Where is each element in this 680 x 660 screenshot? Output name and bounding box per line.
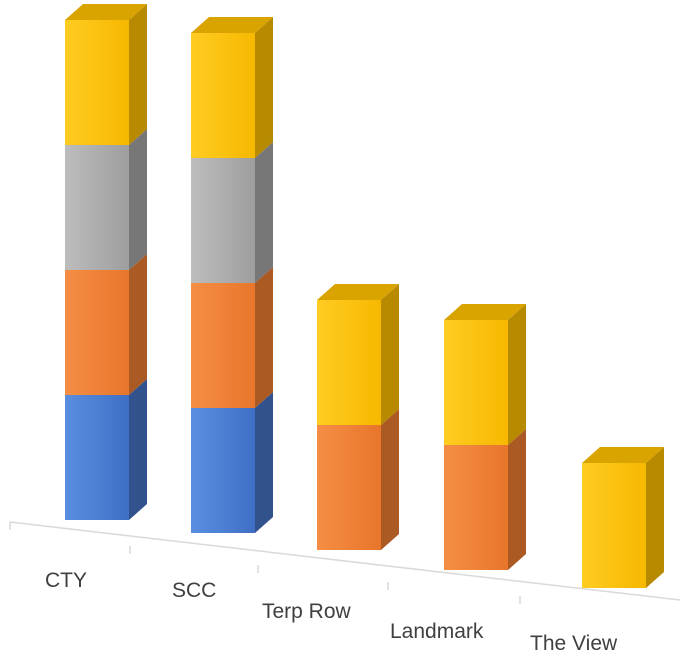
chart-floor xyxy=(9,521,680,604)
bar-segment-side xyxy=(255,142,273,283)
bar-segment-front xyxy=(317,300,381,425)
bar-top xyxy=(444,304,526,320)
bar-segment-side xyxy=(508,429,526,570)
category-label-terp-row: Terp Row xyxy=(262,600,352,623)
bar-segment-side xyxy=(255,392,273,533)
bar-segment-side xyxy=(129,254,147,395)
bar-top xyxy=(65,4,147,20)
bar-the-view xyxy=(582,447,664,588)
bar-segment-front xyxy=(582,463,646,588)
bar-segment-side xyxy=(129,4,147,145)
bar-segment-front xyxy=(65,395,129,520)
bar-segment-front xyxy=(65,20,129,145)
floor-line xyxy=(9,521,680,601)
bar-segment-side xyxy=(646,447,664,588)
bar-segment-side xyxy=(381,409,399,550)
bar-segment-side xyxy=(129,379,147,520)
bar-segment-front xyxy=(191,408,255,533)
category-label-the-view: The View xyxy=(530,632,618,655)
bar-group xyxy=(65,4,664,588)
category-label-scc: SCC xyxy=(172,579,216,602)
bar-segment-front xyxy=(444,320,508,445)
bar-top xyxy=(317,284,399,300)
bar-scc xyxy=(191,17,273,533)
category-label-cty: CTY xyxy=(45,569,87,592)
bar-top xyxy=(582,447,664,463)
bar-segment-front xyxy=(191,33,255,158)
bar-landmark xyxy=(444,304,526,570)
bar-segment-front xyxy=(444,445,508,570)
bar-terp-row xyxy=(317,284,399,550)
bar-segment-front xyxy=(317,425,381,550)
bar-segment-front xyxy=(191,158,255,283)
bar-segment-side xyxy=(255,17,273,158)
category-label-landmark: Landmark xyxy=(390,620,484,643)
bar-segment-side xyxy=(508,304,526,445)
bar-segment-front xyxy=(191,283,255,408)
bar-segment-side xyxy=(381,284,399,425)
bar-segment-side xyxy=(129,129,147,270)
bar-segment-front xyxy=(65,270,129,395)
bar-segment-side xyxy=(255,267,273,408)
bar-top xyxy=(191,17,273,33)
bar-segment-front xyxy=(65,145,129,270)
bar-cty xyxy=(65,4,147,520)
